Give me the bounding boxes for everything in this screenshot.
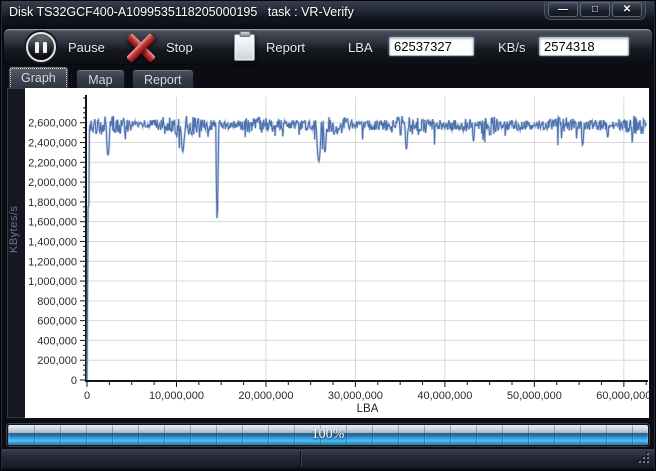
svg-text:1,800,000: 1,800,000 [28,197,77,209]
svg-text:30,000,000: 30,000,000 [328,390,383,402]
maximize-icon: □ [591,3,599,15]
tab-map[interactable]: Map [76,69,125,91]
svg-text:60,000,000: 60,000,000 [596,390,649,402]
progress-bar: 100% [7,424,649,446]
svg-text:200,000: 200,000 [37,355,77,367]
tab-strip: Graph Map Report [8,66,197,91]
progress-percent: 100% [311,427,345,442]
close-icon: ✕ [622,3,632,15]
svg-text:0: 0 [84,390,90,402]
svg-text:1,400,000: 1,400,000 [28,236,77,248]
svg-text:2,200,000: 2,200,000 [28,157,77,169]
svg-text:20,000,000: 20,000,000 [238,390,293,402]
svg-text:2,400,000: 2,400,000 [28,138,77,150]
lba-label: LBA [348,40,373,55]
title-bar: Disk TS32GCF400-A1099535118205000195 tas… [0,0,656,26]
svg-text:2,000,000: 2,000,000 [28,177,77,189]
kbs-input[interactable] [539,37,629,56]
window-controls: — □ ✕ [544,0,646,20]
svg-text:10,000,000: 10,000,000 [149,390,204,402]
chart-y-axis-title: KBytes/s [8,205,20,253]
window-title: Disk TS32GCF400-A1099535118205000195 tas… [9,5,354,19]
lba-input[interactable] [389,37,474,56]
status-bar-divider [300,451,302,466]
svg-text:400,000: 400,000 [37,335,77,347]
pause-button-label: Pause [68,40,105,55]
stop-icon [123,33,159,63]
svg-text:50,000,000: 50,000,000 [507,390,562,402]
toolbar: Pause Stop Report LBA KB/s [3,28,653,65]
minimize-icon: — [558,3,568,15]
svg-text:2,600,000: 2,600,000 [28,118,77,130]
stop-button-label: Stop [166,40,193,55]
kbs-label: KB/s [498,40,526,55]
svg-text:1,600,000: 1,600,000 [28,217,77,229]
pause-icon [26,32,56,62]
pause-button[interactable]: Pause [4,29,114,66]
tab-report[interactable]: Report [131,69,194,91]
report-button-label: Report [266,40,306,55]
status-bar [2,448,654,468]
svg-text:800,000: 800,000 [37,296,77,308]
resize-grip[interactable] [637,451,650,464]
svg-text:LBA: LBA [357,403,379,415]
svg-text:0: 0 [71,375,77,387]
report-icon [234,31,255,61]
speed-chart: 0 200,000 400,000 600,000 800,000 1,000,000 1,… [28,95,649,415]
maximize-button[interactable]: □ [580,2,610,17]
svg-text:40,000,000: 40,000,000 [417,390,472,402]
tab-graph[interactable]: Graph [8,66,69,91]
svg-text:600,000: 600,000 [37,316,77,328]
graph-panel: KBytes/s 0 200,000 400,000 600,000 800,000 1,… [7,88,649,418]
stop-button[interactable]: Stop [104,29,204,66]
close-button[interactable]: ✕ [612,2,642,17]
chart-area: 0 200,000 400,000 600,000 800,000 1,000,000 1,… [25,88,649,418]
svg-text:1,000,000: 1,000,000 [28,276,77,288]
minimize-button[interactable]: — [548,2,578,17]
report-button[interactable]: Report [204,29,314,66]
svg-text:1,200,000: 1,200,000 [28,256,77,268]
